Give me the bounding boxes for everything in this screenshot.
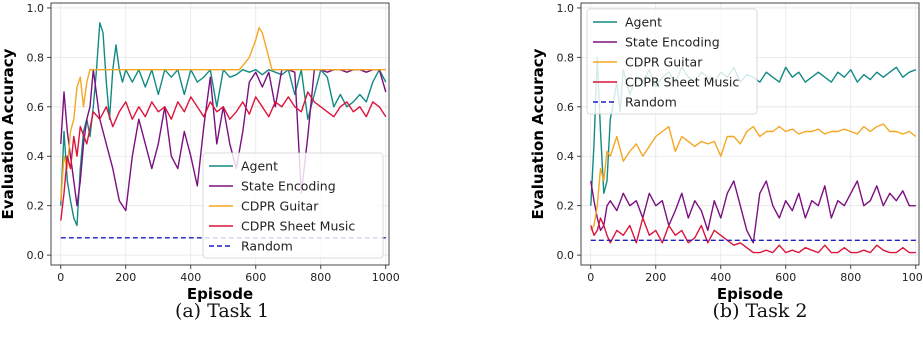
series-line-state-encoding [60,69,387,212]
chart-panel-task-1: 0 200 400 600 800 1000 0.0 0.2 0.4 0.6 0.8 1.0 Episo… [0,0,461,343]
legend-label: Agent [625,15,662,30]
y-tick-label: 0.8 [557,51,575,64]
y-tick-label: 0.6 [27,101,45,114]
legend-label: CDPR Sheet Music [625,75,739,90]
y-tick-label: 0.0 [557,249,575,262]
y-axis-label: Evaluation Accuracy [529,48,547,219]
legend-task-2: Agent State Encoding CDPR Guitar CDPR Sheet… [586,8,758,115]
chart-panel-task-2: 0 200 400 600 800 1000 0.0 0.2 0.4 0.6 0.8 1.0 Episo… [529,0,923,343]
series-line-cdpr-guitar [590,123,917,231]
legend-label: CDPR Guitar [625,55,703,70]
x-tick-label: 200 [645,271,666,284]
x-tick-label: 1000 [372,271,400,284]
legend-label: Random [625,95,677,110]
series-line-state-encoding [590,180,916,244]
legend-label: Random [241,239,293,254]
x-tick-label: 600 [245,271,266,284]
y-tick-label: 0.2 [557,200,575,213]
series-line-cdpr-guitar [60,27,386,201]
series-line-cdpr-sheet-music [60,91,387,221]
legend-label: CDPR Sheet Music [241,219,355,234]
y-tick-label: 0.8 [27,51,45,64]
legend-label: State Encoding [625,35,720,50]
y-tick-label: 1.0 [557,2,575,15]
x-axis-label: Episode [187,285,253,303]
legend-label: CDPR Guitar [241,199,319,214]
series-line-cdpr-sheet-music [590,217,916,254]
x-tick-label: 0 [57,271,64,284]
x-tick-label: 400 [180,271,201,284]
plot-frame [50,2,390,266]
y-axis-label: Evaluation Accuracy [0,48,17,219]
y-tick-label: 0.0 [27,249,45,262]
y-tick-label: 0.2 [27,200,45,213]
x-tick-label: 400 [710,271,731,284]
caption-task-2: (b) Task 2 [712,300,808,322]
caption-task-1: (a) Task 1 [174,300,270,322]
line-chart-task-2: 0 200 400 600 800 1000 0.0 0.2 0.4 0.6 0.8 1.0 Episo… [529,2,923,303]
y-tick-label: 0.4 [557,150,575,163]
x-tick-label: 0 [587,271,594,284]
x-tick-label: 1000 [902,271,923,284]
legend-label: Agent [241,159,278,174]
x-tick-label: 200 [115,271,136,284]
legend-task-1: Agent State Encoding CDPR Guitar CDPR Sheet… [202,152,384,259]
x-tick-label: 800 [840,271,861,284]
y-tick-label: 0.4 [27,150,45,163]
legend-box [202,152,384,259]
x-tick-label: 600 [775,271,796,284]
x-tick-label: 800 [310,271,331,284]
y-tick-label: 0.6 [557,101,575,114]
legend-box [586,8,758,115]
x-axis-label: Episode [717,285,783,303]
plot-frame [580,2,920,266]
legend-label: State Encoding [241,179,336,194]
y-tick-label: 1.0 [27,2,45,15]
line-chart-task-1: 0 200 400 600 800 1000 0.0 0.2 0.4 0.6 0.8 1.0 Episo… [0,2,400,303]
